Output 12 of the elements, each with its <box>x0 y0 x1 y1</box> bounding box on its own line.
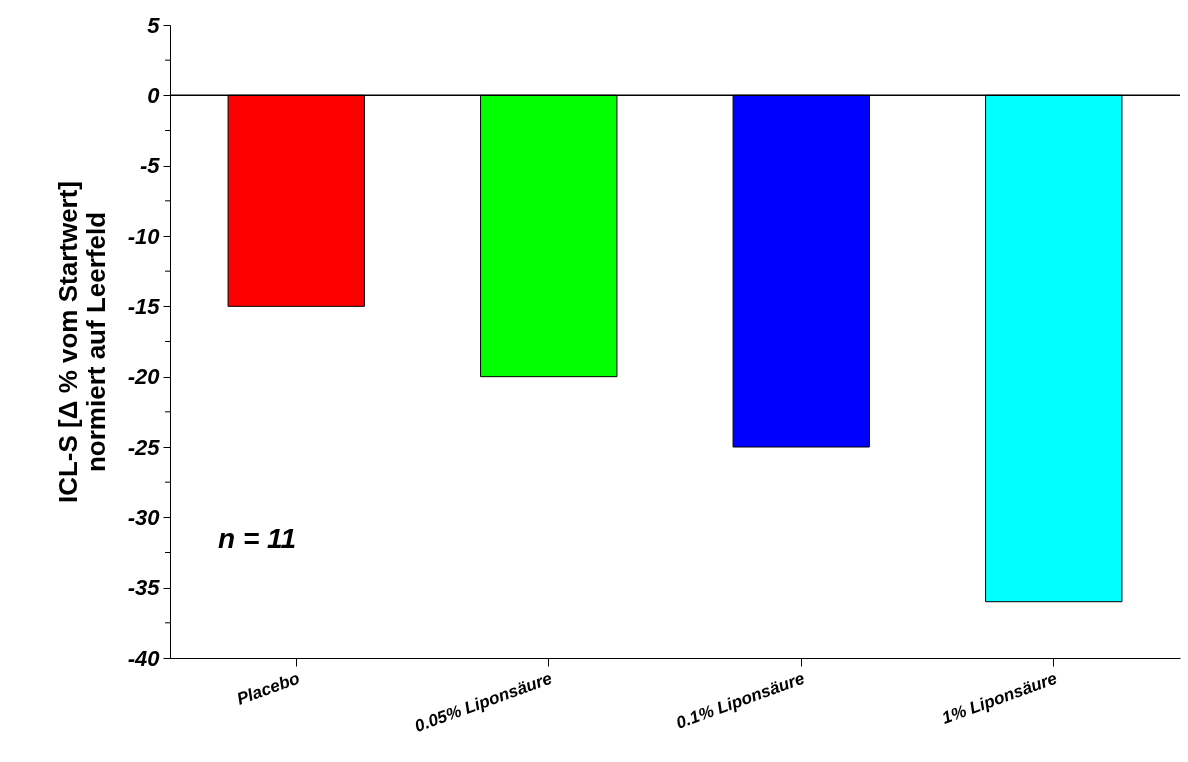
y-axis-title: ICL-S [Δ % vom Startwert] normiert auf Leerfeld <box>52 180 111 504</box>
y-tick-label: -10 <box>127 223 161 249</box>
y-tick-label: -25 <box>127 434 161 460</box>
y-tick-label: 5 <box>147 12 161 38</box>
y-tick-label: -15 <box>127 293 161 319</box>
y-tick-label: 0 <box>147 82 161 108</box>
y-tick-label: -5 <box>139 153 161 179</box>
y-tick-label: -20 <box>127 364 161 390</box>
y-tick-label: -40 <box>127 645 161 671</box>
y-tick-label: -35 <box>127 575 161 601</box>
annotation: n = 11 <box>218 523 297 554</box>
y-tick-label: -30 <box>127 504 161 530</box>
